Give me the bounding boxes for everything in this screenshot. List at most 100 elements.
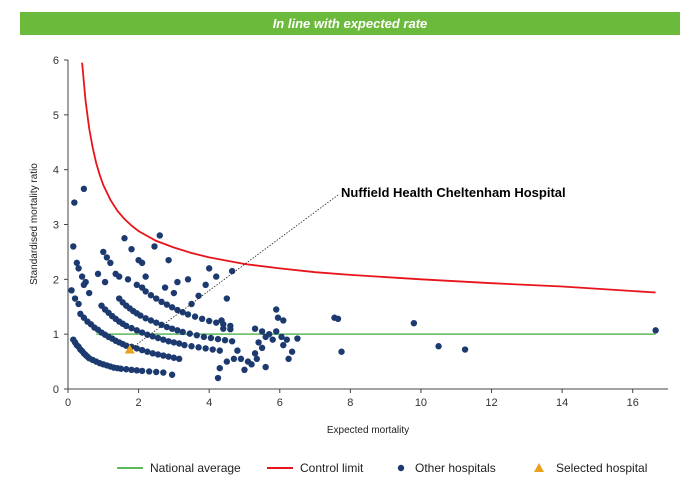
hospital-point	[75, 265, 82, 272]
x-tick: 6	[277, 389, 283, 409]
y-axis-title: Standardised mortality ratio	[29, 163, 40, 285]
hospital-point	[70, 243, 77, 250]
y-tick: 5	[53, 110, 68, 122]
hospital-point	[121, 235, 128, 242]
hospital-point	[73, 259, 81, 267]
hospital-point	[262, 363, 269, 371]
hospital-point	[147, 317, 155, 324]
hospital-point	[288, 348, 296, 355]
x-tick: 2	[136, 389, 142, 409]
hospital-point	[338, 348, 345, 355]
hospital-point	[200, 333, 208, 341]
y-tick-label: 6	[53, 55, 59, 67]
x-tick: 4	[206, 389, 212, 409]
hospital-point	[248, 361, 255, 368]
hospital-point	[213, 273, 220, 280]
hospital-point	[216, 347, 223, 354]
hospital-point	[234, 347, 241, 354]
hospital-point	[174, 278, 181, 286]
y-ticks: 0 1 2 3 4 5 6	[53, 55, 68, 396]
hospital-point	[94, 270, 102, 278]
hospital-point	[149, 350, 156, 357]
other-hospitals-points	[68, 185, 659, 382]
hospital-point	[147, 292, 155, 299]
hospital-point	[128, 324, 135, 332]
x-tick: 12	[485, 389, 498, 409]
hospital-point	[227, 326, 234, 333]
hospital-point	[228, 267, 236, 275]
hospital-point	[175, 340, 183, 347]
legend-other-hospitals-swatch	[397, 464, 405, 472]
hospital-point	[137, 312, 144, 319]
hospital-point	[170, 354, 178, 361]
hospital-point	[165, 338, 172, 345]
hospital-point	[258, 344, 266, 352]
control-limit-line	[81, 62, 656, 294]
hospital-point	[168, 304, 176, 311]
hospital-point	[241, 366, 248, 374]
hospital-point	[153, 319, 160, 326]
hospital-point	[230, 355, 238, 363]
hospital-point	[251, 350, 259, 357]
hospital-point	[85, 289, 93, 297]
hospital-point	[133, 345, 141, 352]
hospital-point	[101, 278, 109, 286]
hospital-point	[128, 245, 135, 253]
hospital-point	[205, 265, 213, 272]
hospital-point	[153, 295, 160, 302]
hospital-point	[165, 353, 172, 360]
legend: National average Control limit Other hos…	[117, 461, 647, 475]
hospital-point	[205, 317, 213, 325]
hospital-point	[220, 325, 227, 332]
hospital-point	[123, 322, 130, 330]
hospital-point	[154, 351, 162, 358]
hospital-point	[71, 295, 79, 302]
hospital-point	[195, 292, 202, 299]
y-tick-label: 3	[53, 220, 59, 232]
hospital-point	[117, 365, 125, 372]
x-tick-label: 16	[627, 397, 639, 409]
hospital-point	[142, 273, 149, 280]
annotation-leader-line	[129, 194, 339, 350]
hospital-point	[410, 320, 418, 327]
x-tick-label: 14	[556, 397, 568, 409]
hospital-point	[80, 185, 88, 193]
legend-national-average-label: National average	[150, 461, 241, 475]
hospital-point	[153, 368, 160, 376]
hospital-point	[334, 315, 342, 323]
hospital-point	[213, 319, 220, 326]
hospital-point	[237, 355, 245, 363]
hospital-point	[68, 287, 75, 294]
annotation-label: Nuffield Health Cheltenham Hospital	[341, 185, 566, 200]
hospital-point	[160, 352, 167, 359]
x-tick-label: 4	[206, 397, 212, 409]
hospital-point	[195, 344, 202, 351]
hospital-point	[138, 259, 146, 267]
hospital-point	[133, 281, 141, 289]
hospital-point	[273, 306, 280, 313]
selected-hospital-marker	[124, 344, 135, 354]
hospital-point	[179, 328, 186, 336]
hospital-point	[191, 313, 199, 320]
hospital-point	[123, 342, 130, 349]
hospital-point	[186, 330, 193, 337]
hospital-point	[223, 295, 231, 302]
y-tick-label: 2	[53, 274, 59, 286]
hospital-point	[198, 315, 206, 323]
x-tick-label: 10	[415, 397, 427, 409]
x-tick: 10	[415, 389, 427, 409]
y-tick: 1	[53, 329, 68, 341]
hospital-point	[71, 199, 78, 206]
hospital-point	[100, 248, 107, 256]
hospital-point	[274, 314, 282, 321]
hospital-point	[163, 323, 171, 331]
hospital-point	[75, 300, 82, 308]
legend-control-limit-label: Control limit	[300, 461, 364, 475]
hospital-point	[435, 343, 442, 350]
hospital-point	[174, 327, 181, 334]
hospital-point	[78, 273, 86, 280]
hospital-point	[154, 334, 162, 342]
hospital-point	[181, 341, 188, 349]
hospital-point	[280, 317, 287, 324]
x-ticks: 0 2 4 6 8 10 12 14 16	[65, 389, 639, 409]
